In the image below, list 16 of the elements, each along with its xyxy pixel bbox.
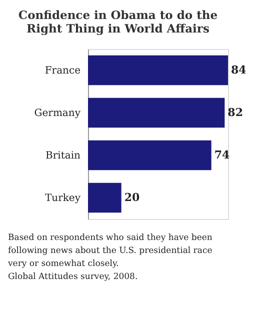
bar (88, 182, 122, 213)
bar (88, 55, 228, 86)
y-tick-label: Turkey (44, 192, 81, 204)
y-tick-label: Germany (34, 108, 81, 119)
data-label: 20 (124, 190, 140, 204)
text: Global Attitudes survey, 2008. (8, 272, 138, 282)
data-label: 82 (228, 106, 243, 119)
y-tick-label: Britain (46, 150, 82, 162)
text: Based on respondents who said they have been following news about the U.S. presidential race very or somewhat closely. (7, 233, 213, 269)
data-label: 74 (214, 148, 230, 162)
text: Confidence in Obama to do the (18, 8, 218, 22)
text: Right Thing in World Affairs (26, 22, 210, 36)
bar (88, 140, 212, 170)
data-label: 84 (231, 63, 247, 76)
y-tick-label: France (44, 65, 81, 76)
bar (88, 98, 225, 128)
